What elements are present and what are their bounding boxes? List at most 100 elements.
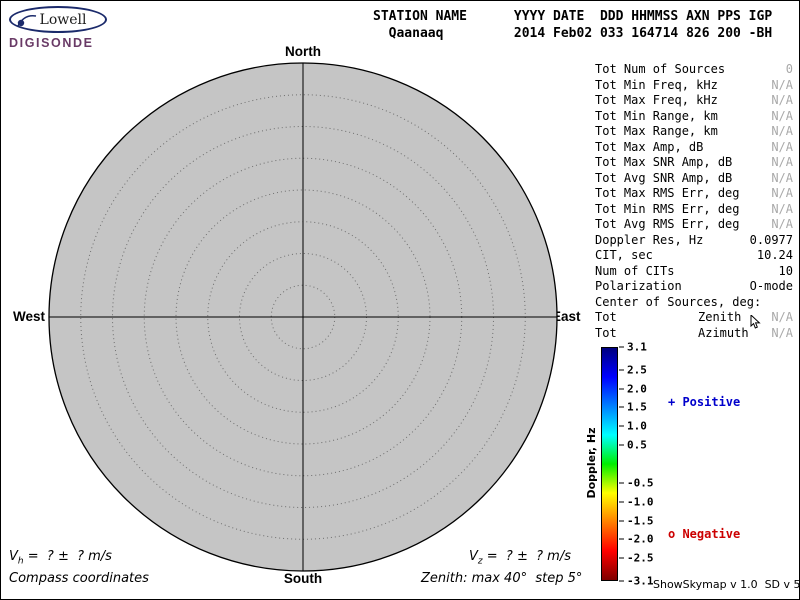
colorbar-tick: 2.5: [619, 363, 647, 376]
mouse-cursor-icon: [750, 315, 761, 329]
colorbar-tick: -1.0: [619, 495, 654, 508]
tick-mark: [619, 369, 624, 371]
panel-row: Tot Max SNR Amp, dB N/A: [595, 155, 793, 171]
row-label: Tot Max RMS Err, deg: [595, 186, 740, 200]
header-values-row: Qaanaaq 2014 Feb02 033 164714 826 200 -B…: [373, 26, 773, 41]
row-label: Tot Min Range, km: [595, 108, 718, 123]
colorbar-tick: 1.5: [619, 401, 647, 414]
panel-row: CIT, sec 10.24: [595, 248, 793, 264]
compass-label-east: East: [552, 309, 581, 324]
row-label: Tot: [595, 310, 617, 324]
row-value: N/A: [771, 77, 793, 92]
measurement-panel: Tot Num of Sources 0 Tot Min Freq, kHz N/A…: [595, 62, 793, 341]
negative-doppler-legend: o Negative: [668, 527, 741, 541]
tick-mark: [619, 388, 624, 389]
tick-mark: [619, 346, 624, 348]
panel-section-header: Center of Sources, deg:: [595, 295, 793, 311]
colorbar-tick: -2.0: [619, 533, 654, 546]
digisonde-brand-text: DIGISONDE: [9, 36, 94, 50]
tick-mark: [619, 482, 624, 484]
row-value: O-mode: [749, 279, 793, 293]
lowell-logo-text: Lowell: [39, 11, 87, 28]
tick-mark: [619, 501, 624, 503]
lowell-digisonde-logo: Lowell DIGISONDE: [9, 6, 113, 50]
row-label: Num of CITs: [595, 263, 675, 278]
row-value: N/A: [771, 201, 793, 216]
panel-row: Tot Azimuth N/A: [595, 326, 793, 342]
colorbar-ticks: 3.1 2.5 2.0 1.5 1.0 0.5 -0.5 -1.0 -1.5 -…: [619, 341, 664, 588]
header-columns-row: STATION NAME YYYY DATE DDD HHMMSS AXN PP…: [373, 9, 773, 24]
positive-doppler-legend: + Positive: [668, 395, 741, 409]
row-value: 0.0977: [749, 232, 793, 247]
tick-mark: [619, 538, 624, 540]
row-value: N/A: [771, 155, 793, 169]
compass-label-north: North: [285, 44, 321, 59]
panel-row: Tot Num of Sources 0: [595, 62, 793, 78]
row-value: N/A: [771, 310, 793, 324]
row-value: 0: [785, 62, 793, 76]
comet-swoosh-icon: [17, 14, 37, 27]
row-value: N/A: [771, 139, 793, 154]
colorbar-tick: -1.5: [619, 514, 654, 527]
panel-row: Num of CITs 10: [595, 264, 793, 280]
skymap-polar-plot: [48, 62, 558, 572]
tick-mark: [619, 444, 624, 446]
colorbar-tick: 3.1: [619, 341, 647, 354]
section-label: Center of Sources, deg:: [595, 294, 762, 309]
panel-row: Tot Max RMS Err, deg N/A: [595, 186, 793, 202]
row-label: Tot Min RMS Err, deg: [595, 201, 740, 216]
compass-label-south: South: [283, 571, 323, 586]
tick-mark: [619, 406, 624, 408]
colorbar-tick: -2.5: [619, 552, 654, 565]
doppler-colorbar-gradient: [601, 347, 618, 581]
row-label: Doppler Res, Hz: [595, 232, 704, 247]
crosshair-axes: [49, 63, 557, 571]
lowell-logo-ellipse: Lowell: [9, 6, 107, 33]
vz-readout: Vz = ? ± ? m/s: [469, 549, 571, 567]
zenith-range-note: Zenith: max 40° step 5°: [421, 571, 583, 586]
app-version-label: ShowSkymap v 1.0 SD v 5.0: [653, 578, 800, 591]
colorbar-tick: 2.0: [619, 382, 647, 395]
panel-row: Tot Min RMS Err, deg N/A: [595, 202, 793, 218]
row-value: 10: [778, 263, 793, 278]
row-label: Tot Avg SNR Amp, dB: [595, 170, 733, 185]
tick-mark: [619, 425, 624, 427]
row-label: Tot Max Range, km: [595, 124, 718, 138]
tick-mark: [619, 557, 624, 559]
row-value: N/A: [771, 186, 793, 200]
row-label: Tot Num of Sources: [595, 62, 726, 76]
row-value: N/A: [771, 170, 793, 185]
panel-row: Tot Zenith N/A: [595, 310, 793, 326]
tick-mark: [619, 580, 624, 582]
colorbar-tick: -3.1: [619, 575, 654, 588]
panel-row: Tot Max Freq, kHz N/A: [595, 93, 793, 109]
row-label: Tot Max SNR Amp, dB: [595, 155, 733, 169]
panel-row: Tot Min Range, km N/A: [595, 109, 793, 125]
panel-row: Tot Avg RMS Err, deg N/A: [595, 217, 793, 233]
panel-row: Tot Min Freq, kHz N/A: [595, 78, 793, 94]
row-value: N/A: [771, 93, 793, 107]
row-value: N/A: [771, 108, 793, 123]
row-label: CIT, sec: [595, 248, 653, 262]
row-value: N/A: [771, 325, 793, 340]
panel-row: Doppler Res, Hz 0.0977: [595, 233, 793, 249]
row-value: 10.24: [756, 248, 793, 262]
row-label: Tot Min Freq, kHz: [595, 77, 718, 92]
row-label: Tot: [595, 325, 617, 340]
colorbar-tick: 0.5: [619, 439, 647, 452]
row-label: Tot Max Amp, dB: [595, 139, 704, 154]
colorbar-tick: 1.0: [619, 420, 647, 433]
coordinates-note: Compass coordinates: [9, 571, 149, 586]
row-sublabel: Zenith: [698, 310, 742, 324]
panel-row: Tot Avg SNR Amp, dB N/A: [595, 171, 793, 187]
vh-readout: Vh = ? ± ? m/s: [9, 549, 112, 567]
panel-row: Tot Max Amp, dB N/A: [595, 140, 793, 156]
panel-row: Tot Max Range, km N/A: [595, 124, 793, 140]
row-label: Tot Avg RMS Err, deg: [595, 217, 740, 231]
panel-row: Polarization O-mode: [595, 279, 793, 295]
row-value: N/A: [771, 124, 793, 138]
colorbar-axis-label: Doppler, Hz: [585, 427, 598, 499]
compass-label-west: West: [13, 309, 46, 324]
row-label: Tot Max Freq, kHz: [595, 93, 718, 107]
